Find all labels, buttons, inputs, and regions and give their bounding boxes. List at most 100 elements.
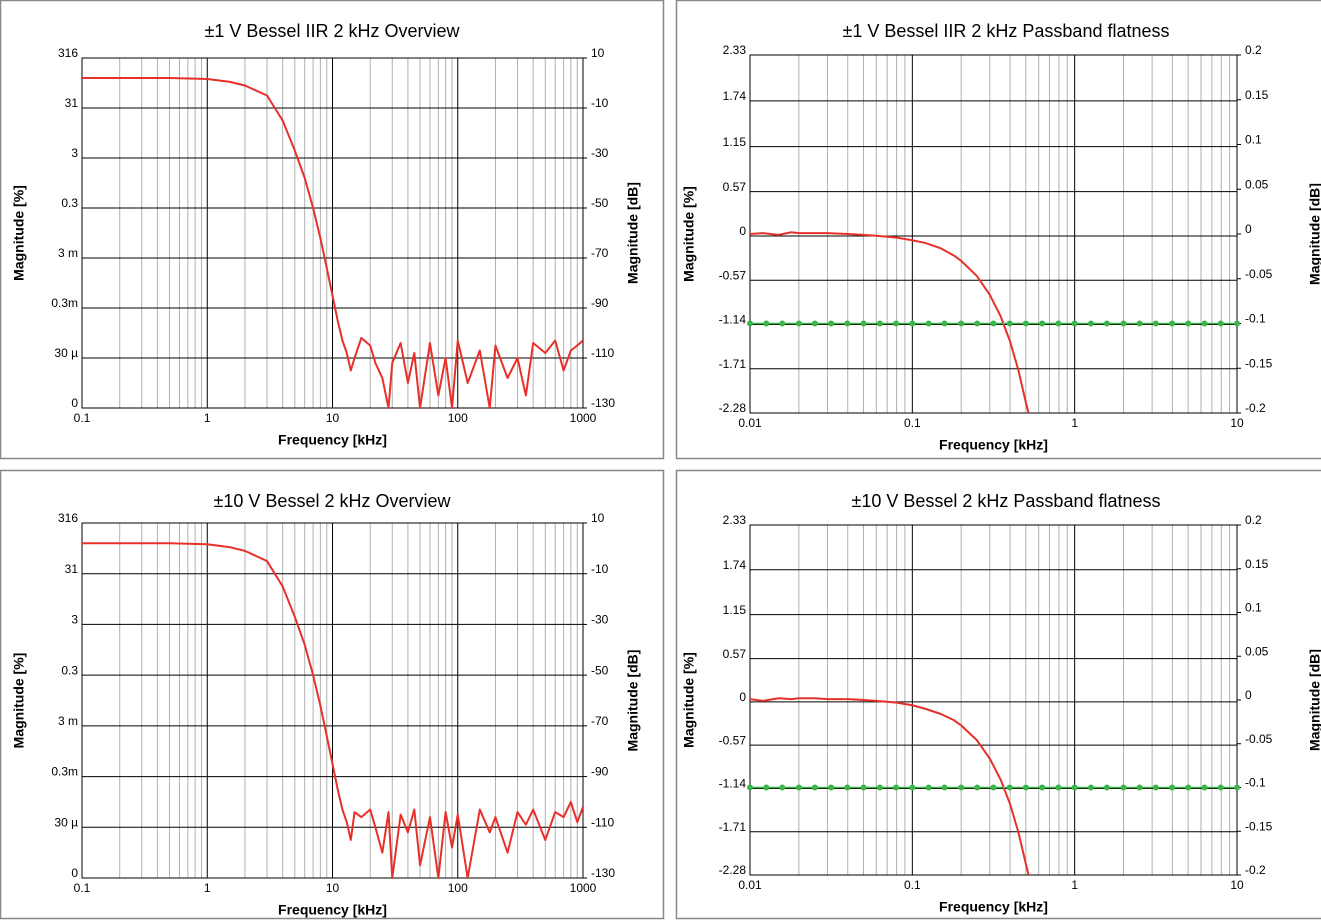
panel-border (0, 469, 665, 920)
y-tick-label: 0 (71, 396, 78, 410)
chart-title: ±10 V Bessel 2 kHz Passband flatness (851, 491, 1160, 511)
y2-tick-label: -0.2 (1245, 863, 1266, 877)
y2-tick-label: -110 (591, 815, 614, 829)
y2-tick-label: 0.15 (1245, 557, 1269, 571)
y2-tick-label: -0.1 (1245, 776, 1266, 790)
y2-axis-label: Magnitude [dB] (1307, 649, 1321, 751)
y2-tick-label: -0.05 (1245, 732, 1273, 746)
series-marker (893, 320, 900, 327)
series-marker (763, 320, 770, 327)
x-tick-label: 0.1 (74, 411, 91, 425)
y2-tick-label: 0.05 (1245, 177, 1269, 191)
series-marker (1006, 784, 1013, 791)
series-marker (958, 784, 965, 791)
series-marker (990, 784, 997, 791)
y-tick-label: -0.57 (719, 268, 747, 282)
y-tick-label: 316 (58, 46, 78, 60)
y-tick-label: 30 µ (54, 815, 78, 829)
y2-tick-label: -0.05 (1245, 267, 1273, 281)
y2-tick-label: -0.2 (1245, 401, 1266, 415)
y-tick-label: 2.33 (723, 513, 747, 527)
series-marker (990, 320, 997, 327)
series-marker (876, 320, 883, 327)
panel-border (675, 469, 1321, 920)
series-marker (1185, 320, 1192, 327)
series-marker (844, 784, 851, 791)
y2-tick-label: 0.1 (1245, 601, 1262, 615)
chart-panel: ±10 V Bessel 2 kHz Passband flatness 0.01… (675, 469, 1321, 920)
series-marker (1087, 320, 1094, 327)
y2-tick-label: -130 (591, 396, 615, 410)
series-marker (1087, 784, 1094, 791)
series-marker (747, 784, 753, 791)
x-tick-label: 1 (1071, 416, 1078, 430)
y2-axis-label: Magnitude [dB] (625, 182, 641, 284)
y-tick-label: 0.57 (723, 180, 747, 194)
series-marker (1006, 320, 1013, 327)
series-marker (909, 784, 916, 791)
panel-border (0, 0, 665, 460)
y-tick-label: 0.3m (51, 765, 78, 779)
y-tick-label: 0 (739, 690, 746, 704)
y-tick-label: 1.15 (723, 135, 747, 149)
series-marker (1169, 784, 1176, 791)
series-marker (1120, 784, 1127, 791)
y-tick-label: 0.3 (61, 663, 78, 677)
y2-tick-label: -0.15 (1245, 356, 1273, 370)
x-tick-label: 0.1 (904, 416, 921, 430)
series-marker (828, 320, 835, 327)
series-marker (1071, 784, 1078, 791)
series-line (82, 542, 583, 879)
series-marker (876, 784, 883, 791)
chart-title: ±1 V Bessel IIR 2 kHz Passband flatness (842, 21, 1169, 41)
y-tick-label: 3 m (58, 714, 78, 728)
series-marker (941, 784, 948, 791)
y2-tick-label: -30 (591, 613, 609, 627)
y-tick-label: 1.74 (723, 558, 747, 572)
y2-tick-label: -90 (591, 296, 609, 310)
y-tick-label: -1.71 (719, 820, 747, 834)
series-marker (958, 320, 965, 327)
y-tick-label: 0 (71, 866, 78, 880)
chart-title: ±10 V Bessel 2 kHz Overview (214, 491, 452, 511)
y-tick-label: 0.3m (51, 296, 78, 310)
y2-tick-label: 10 (591, 511, 605, 525)
y2-tick-label: 0 (1245, 688, 1252, 702)
series-marker (828, 784, 835, 791)
series-marker (925, 784, 932, 791)
y2-tick-label: -50 (591, 663, 609, 677)
y2-tick-label: -0.1 (1245, 312, 1266, 326)
x-tick-label: 1 (204, 881, 211, 895)
series-marker (1234, 320, 1240, 327)
y2-tick-label: -70 (591, 714, 609, 728)
series-marker (1185, 784, 1192, 791)
series-marker (747, 320, 753, 327)
series-marker (795, 784, 802, 791)
series-marker (1071, 320, 1078, 327)
x-axis-label: Frequency [kHz] (278, 902, 387, 918)
y2-tick-label: -10 (591, 562, 609, 576)
y-tick-label: 3 (71, 613, 78, 627)
y-tick-label: 0.3 (61, 196, 78, 210)
panel-border (675, 0, 1321, 460)
series-marker (1120, 320, 1127, 327)
chart-title: ±1 V Bessel IIR 2 kHz Overview (205, 21, 461, 41)
series-marker (974, 784, 981, 791)
series-marker (1152, 320, 1159, 327)
x-axis-label: Frequency [kHz] (939, 899, 1048, 915)
y2-tick-label: -10 (591, 96, 609, 110)
series-marker (1169, 320, 1176, 327)
series-marker (811, 784, 818, 791)
y2-tick-label: 0.05 (1245, 644, 1269, 658)
series-marker (795, 320, 802, 327)
x-axis-label: Frequency [kHz] (278, 432, 387, 448)
series-marker (763, 784, 770, 791)
y-tick-label: 316 (58, 511, 78, 525)
y-tick-label: -1.14 (719, 777, 747, 791)
x-tick-label: 1 (204, 411, 211, 425)
series-marker (1103, 784, 1110, 791)
series-marker (1201, 320, 1208, 327)
chart-panel: ±1 V Bessel IIR 2 kHz Passband flatness 0… (675, 0, 1321, 460)
